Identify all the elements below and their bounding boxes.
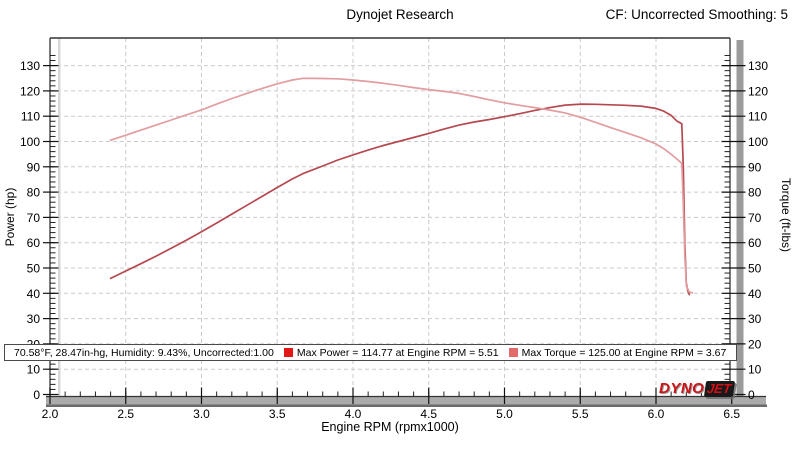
x-ruler-bar bbox=[46, 396, 766, 405]
environment-readout: 70.58°F, 28.47in-hg, Humidity: 9.43%, Un… bbox=[14, 346, 274, 359]
power-axis-tick-label: 0 bbox=[33, 388, 40, 402]
correction-factor-label: CF: Uncorrected Smoothing: 5 bbox=[605, 7, 788, 22]
x-axis-title: Engine RPM (rpmx1000) bbox=[321, 420, 459, 434]
power-axis-tick-label: 110 bbox=[21, 110, 40, 124]
power-axis-tick-label: 80 bbox=[27, 186, 41, 200]
left-axis-title: Power (hp) bbox=[3, 188, 17, 247]
tick-labels: 0010102020303040405050606070708080909010… bbox=[20, 59, 768, 421]
torque-axis-tick-label: 130 bbox=[748, 59, 768, 73]
torque-axis-tick-label: 50 bbox=[748, 262, 762, 276]
torque-axis-tick-label: 20 bbox=[748, 337, 762, 351]
x-ruler-bar-shadow bbox=[46, 404, 767, 407]
torque-axis-tick-label: 80 bbox=[748, 186, 762, 200]
power-axis-tick-label: 30 bbox=[27, 312, 41, 326]
ruler-ticks bbox=[43, 54, 746, 404]
max-torque-label: Max Torque = 125.00 at Engine RPM = 3.67 bbox=[521, 346, 727, 359]
power-legend-swatch bbox=[283, 348, 293, 357]
legend-max-torque: Max Torque = 125.00 at Engine RPM = 3.67 bbox=[508, 346, 727, 359]
rpm-axis-tick-label: 3.5 bbox=[269, 407, 286, 421]
torque-axis-tick-label: 10 bbox=[748, 363, 762, 377]
rpm-axis-tick-label: 5.0 bbox=[496, 407, 513, 421]
grid bbox=[50, 38, 730, 396]
torque-axis-tick-label: 0 bbox=[748, 388, 755, 402]
right-axis-title: Torque (ft-lbs) bbox=[779, 178, 793, 252]
torque-axis-tick-label: 70 bbox=[748, 211, 762, 225]
rpm-axis-tick-label: 2.0 bbox=[42, 407, 59, 421]
logo-text-jet: JET bbox=[704, 380, 736, 397]
power-axis-tick-label: 70 bbox=[27, 211, 41, 225]
right-ruler-shadow bbox=[736, 40, 744, 396]
torque-axis-tick-label: 60 bbox=[748, 236, 762, 250]
power-axis-tick-label: 10 bbox=[27, 363, 41, 377]
rpm-axis-tick-label: 6.5 bbox=[723, 407, 740, 421]
rpm-axis-tick-label: 2.5 bbox=[117, 407, 134, 421]
torque-axis-tick-label: 120 bbox=[748, 84, 768, 98]
legend-max-power: Max Power = 114.77 at Engine RPM = 5.51 bbox=[283, 346, 499, 359]
power-axis-tick-label: 40 bbox=[27, 287, 41, 301]
power-axis-tick-label: 90 bbox=[27, 160, 41, 174]
rpm-axis-tick-label: 6.0 bbox=[648, 407, 665, 421]
rpm-axis-tick-label: 3.0 bbox=[193, 407, 210, 421]
torque-axis-tick-label: 110 bbox=[748, 110, 767, 124]
torque-axis-tick-label: 30 bbox=[748, 312, 762, 326]
rpm-axis-tick-label: 5.5 bbox=[572, 407, 589, 421]
torque-axis-tick-label: 90 bbox=[748, 160, 762, 174]
rpm-axis-tick-label: 4.0 bbox=[345, 407, 362, 421]
max-power-label: Max Power = 114.77 at Engine RPM = 5.51 bbox=[296, 346, 499, 359]
dynojet-logo: DYNO JET bbox=[659, 380, 736, 397]
power-axis-tick-label: 130 bbox=[20, 59, 40, 73]
power-axis-tick-label: 120 bbox=[20, 84, 40, 98]
power-axis-tick-label: 60 bbox=[27, 236, 41, 250]
power-axis-tick-label: 50 bbox=[27, 262, 41, 276]
torque-axis-tick-label: 100 bbox=[748, 135, 768, 149]
left-ruler-shadow bbox=[58, 38, 61, 396]
power-axis-tick-label: 100 bbox=[20, 135, 40, 149]
power-curve bbox=[109, 103, 691, 296]
torque-curve bbox=[109, 77, 694, 294]
rpm-axis-tick-label: 4.5 bbox=[420, 407, 437, 421]
torque-legend-swatch bbox=[508, 348, 518, 357]
logo-text-dyno: DYNO bbox=[659, 380, 705, 397]
page-title: Dynojet Research bbox=[346, 7, 454, 22]
torque-axis-tick-label: 40 bbox=[748, 287, 762, 301]
status-bar: 70.58°F, 28.47in-hg, Humidity: 9.43%, Un… bbox=[4, 344, 737, 361]
curves bbox=[109, 77, 694, 296]
